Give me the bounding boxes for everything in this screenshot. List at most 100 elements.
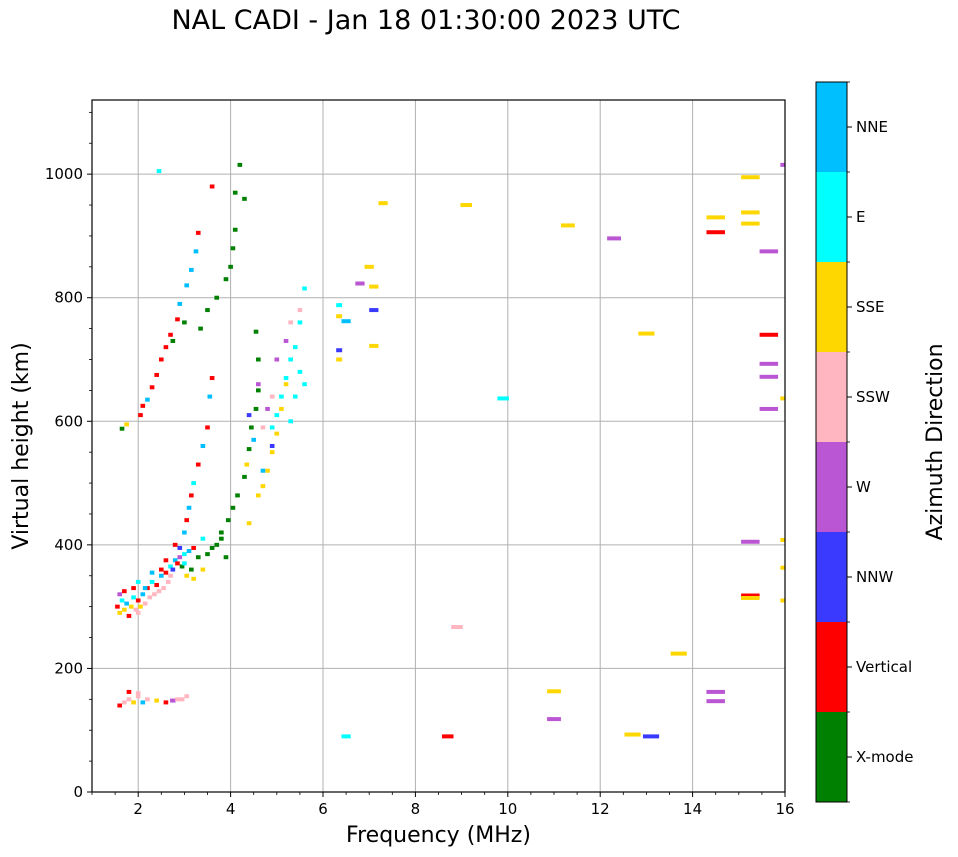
echo-point	[759, 406, 779, 411]
echo-point	[131, 586, 136, 591]
echo-point	[780, 537, 785, 542]
echo-point	[191, 545, 196, 550]
echo-point	[191, 576, 196, 581]
y-tick-label: 0	[73, 783, 83, 801]
colorbar-tick-label: SSE	[856, 298, 885, 316]
echo-point	[780, 598, 785, 603]
echo-point	[237, 162, 243, 167]
colorbar-segment	[816, 262, 847, 352]
y-tick-label: 1000	[45, 165, 83, 183]
colorbar-segment	[816, 712, 847, 802]
echo-point	[156, 169, 162, 174]
echo-point	[741, 210, 760, 215]
echo-point	[175, 697, 185, 702]
echo-point	[182, 530, 187, 535]
echo-point	[161, 586, 166, 591]
echo-point	[279, 406, 284, 411]
echo-point	[138, 604, 143, 609]
echo-point	[205, 552, 210, 557]
colorbar-segment	[816, 622, 847, 712]
echo-point	[780, 396, 785, 401]
echo-point	[260, 425, 266, 430]
colorbar-tick-label: NNE	[856, 118, 888, 136]
echo-point	[184, 573, 190, 578]
colorbar-segment	[816, 532, 847, 622]
echo-point	[246, 447, 252, 452]
echo-point	[302, 286, 307, 291]
echo-point	[170, 338, 176, 343]
echo-point	[624, 732, 641, 737]
echo-point	[145, 397, 150, 402]
colorbar-segment	[816, 352, 847, 442]
echo-point	[149, 385, 155, 390]
echo-point	[232, 227, 238, 232]
y-tick-label: 400	[54, 536, 83, 554]
echo-point	[119, 426, 125, 431]
echo-point	[117, 610, 123, 615]
echo-point	[336, 357, 343, 362]
x-tick-label: 2	[133, 800, 143, 818]
echo-point	[269, 444, 275, 448]
echo-point	[341, 319, 351, 324]
echo-point	[168, 332, 173, 337]
echo-point	[228, 264, 233, 269]
echo-point	[249, 425, 254, 430]
echo-point	[269, 394, 275, 399]
echo-point	[186, 505, 192, 510]
echo-point	[741, 175, 760, 180]
echo-point	[219, 536, 224, 541]
echo-point	[195, 555, 201, 560]
echo-point	[265, 468, 270, 473]
echo-point	[193, 249, 199, 254]
echo-point	[168, 564, 173, 569]
echo-point	[135, 598, 141, 603]
echo-point	[158, 567, 164, 572]
echo-point	[191, 481, 196, 486]
echo-point	[780, 565, 785, 570]
echo-point	[177, 301, 183, 306]
echo-point	[260, 468, 266, 473]
echo-point	[288, 320, 293, 325]
echo-point	[242, 474, 247, 479]
echo-point	[225, 518, 231, 523]
echo-point	[292, 345, 298, 350]
echo-point	[336, 348, 343, 353]
echo-point	[177, 555, 183, 560]
echo-point	[189, 567, 194, 572]
echo-point	[117, 703, 123, 708]
echo-point	[336, 314, 343, 319]
echo-point	[131, 700, 136, 705]
echo-point	[355, 281, 365, 286]
echo-point	[251, 437, 257, 442]
echo-point	[292, 394, 298, 399]
echo-points	[115, 162, 785, 739]
echo-point	[182, 552, 187, 557]
echo-point	[182, 320, 187, 325]
echo-point	[607, 236, 621, 241]
echo-point	[269, 450, 275, 455]
y-axis-label: Virtual height (km)	[9, 342, 34, 549]
echo-point	[246, 521, 252, 526]
echo-point	[256, 388, 261, 393]
echo-point	[205, 308, 210, 313]
echo-point	[341, 734, 351, 739]
echo-point	[205, 425, 210, 430]
echo-point	[154, 698, 159, 703]
echo-point	[244, 462, 250, 467]
echo-point	[142, 601, 148, 606]
echo-point	[195, 462, 201, 467]
echo-point	[165, 579, 171, 584]
echo-point	[115, 604, 120, 609]
echo-point	[274, 413, 280, 418]
echo-point	[269, 425, 275, 430]
echo-point	[780, 162, 785, 167]
echo-point	[184, 518, 190, 523]
echo-point	[230, 246, 236, 251]
echo-point	[288, 419, 293, 424]
x-axis-ticks: 2 4 6 8 10 12 14 16	[91, 792, 795, 818]
echo-point	[131, 595, 136, 600]
x-tick-label: 14	[683, 800, 702, 818]
echo-point	[209, 184, 215, 189]
echo-point	[184, 694, 190, 699]
